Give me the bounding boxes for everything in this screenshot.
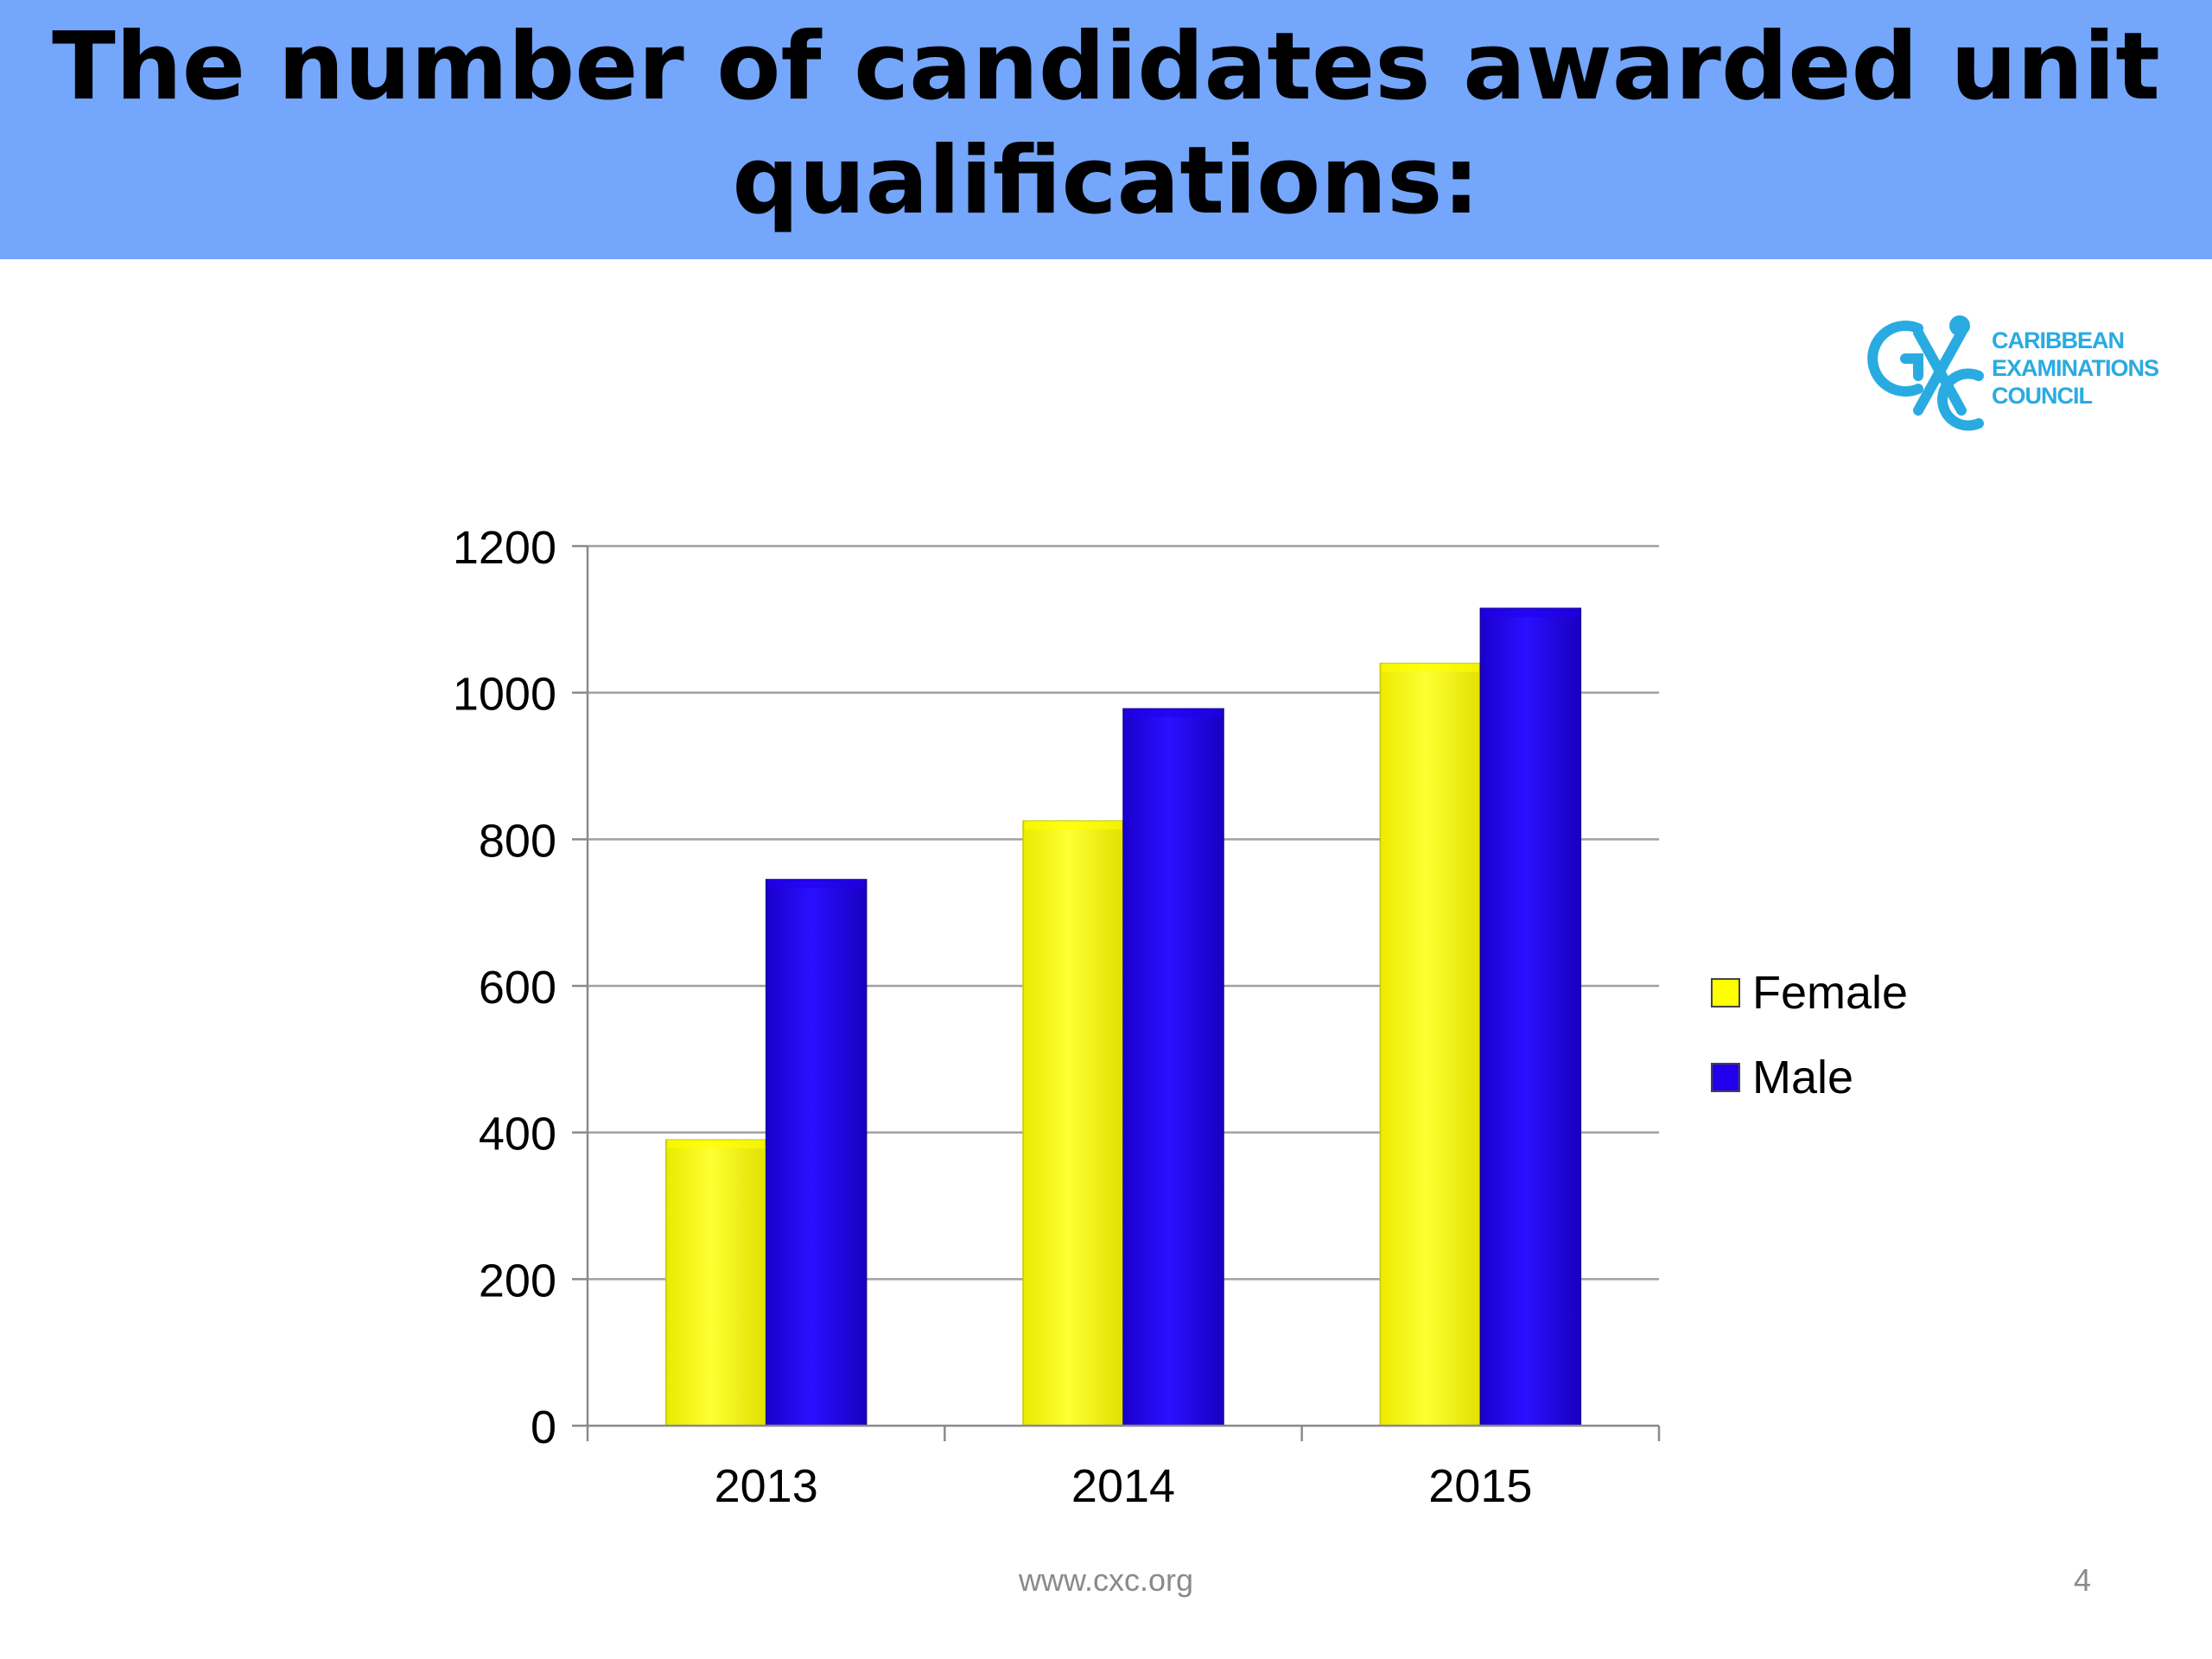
bar-cap-male-2014 <box>1125 709 1222 718</box>
legend-item-female: Female <box>1711 950 1908 1035</box>
y-tick-label: 200 <box>479 1255 556 1306</box>
legend-item-male: Male <box>1711 1035 1908 1120</box>
legend: Female Male <box>1711 950 1908 1120</box>
slide-title: The number of candidates awarded unit qu… <box>52 13 2160 235</box>
cxc-logo <box>1867 315 1984 431</box>
y-tick-label: 1000 <box>453 669 556 721</box>
bar-cap-male-2015 <box>1482 608 1580 618</box>
y-tick-label: 800 <box>479 815 556 867</box>
bar-female-2013 <box>664 1139 767 1427</box>
logo-text: CARIBBEAN EXAMINATIONS COUNCIL <box>1992 327 2159 410</box>
logo-line-3: COUNCIL <box>1992 383 2093 409</box>
emblem-head <box>1949 315 1970 336</box>
y-tick-label: 400 <box>479 1109 556 1160</box>
bar-female-2014 <box>1022 820 1124 1427</box>
logo-line-2: EXAMINATIONS <box>1992 355 2159 381</box>
footer-url: www.cxc.org <box>1018 1562 1194 1598</box>
bar-female-2015 <box>1379 662 1482 1427</box>
legend-swatch-female <box>1711 978 1740 1007</box>
y-tick-label: 600 <box>479 962 556 1014</box>
bar-cap-female-2013 <box>667 1140 765 1149</box>
bar-cap-male-2013 <box>767 879 865 888</box>
bar-male-2014 <box>1122 708 1224 1427</box>
legend-label-female: Female <box>1752 967 1909 1019</box>
axes: 0 200 400 600 800 1000 1200 2013 2014 2015 <box>453 522 1661 1512</box>
legend-swatch-male <box>1711 1063 1740 1092</box>
logo-line-1: CARIBBEAN <box>1992 327 2125 353</box>
slide-number: 4 <box>2073 1562 2091 1598</box>
bar-cap-female-2014 <box>1025 821 1122 830</box>
legend-label-male: Male <box>1752 1052 1854 1103</box>
x-tick-label: 2015 <box>1428 1460 1532 1512</box>
bar-cap-female-2015 <box>1382 663 1479 672</box>
bar-male-2015 <box>1479 607 1582 1427</box>
cxc-emblem-icon <box>1867 321 1984 431</box>
title-band <box>0 0 2212 259</box>
bar-male-2013 <box>765 879 868 1427</box>
y-tick-label: 1200 <box>453 522 556 574</box>
x-tick-label: 2014 <box>1071 1460 1175 1512</box>
bars <box>664 607 1582 1427</box>
y-tick-label: 0 <box>531 1402 556 1453</box>
x-tick-label: 2013 <box>715 1460 818 1512</box>
